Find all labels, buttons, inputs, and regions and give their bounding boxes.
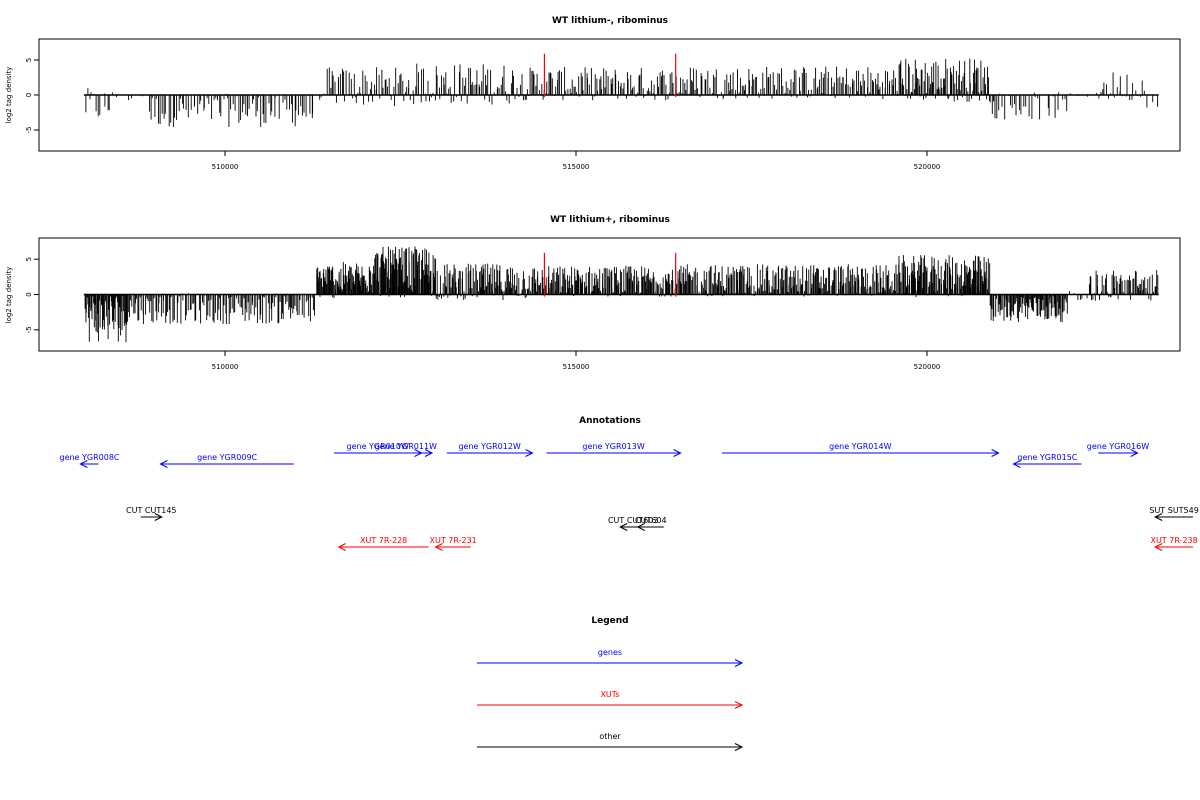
y-tick-label: 5	[25, 257, 33, 261]
track-lithium-plus: WT lithium+, ribominus log2 tag density …	[5, 215, 1181, 371]
annotation-label: gene YGR016W	[1087, 442, 1149, 451]
position-markers	[543, 252, 677, 297]
annotation-label: gene YGR013W	[582, 442, 644, 451]
annotation-arrow: gene YGR009C	[159, 453, 294, 468]
legend-label: genes	[598, 648, 622, 657]
x-tick-label: 520000	[914, 163, 941, 171]
annotation-arrow: gene YGR015C	[1012, 453, 1082, 468]
annotation-arrow: gene YGR016W	[1087, 442, 1149, 457]
signal-bars	[83, 58, 1159, 127]
annotation-label: XUT 7R-228	[360, 536, 407, 545]
annotation-arrow: XUT 7R-231	[430, 536, 477, 551]
legend-label: XUTs	[600, 690, 619, 699]
annotation-label: gene YGR015C	[1017, 453, 1077, 462]
annotation-arrow: XUT 7R-228	[337, 536, 429, 551]
legend-panel: Legend genes XUTs other	[477, 616, 744, 751]
annotation-label: CUT CUT145	[126, 506, 176, 515]
annotation-arrow: gene YGR011W	[375, 442, 437, 457]
track-title: WT lithium+, ribominus	[550, 215, 670, 225]
y-axis-label: log2 tag density	[5, 267, 13, 324]
y-tick-label: -5	[25, 127, 33, 134]
annotation-arrow: gene YGR014W	[722, 442, 1000, 457]
x-tick-label: 510000	[212, 163, 239, 171]
annotation-arrow: XUT 7R-238	[1150, 536, 1198, 551]
legend-label: other	[599, 732, 621, 741]
y-tick-label: 0	[25, 292, 33, 296]
x-tick-label: 520000	[914, 363, 941, 371]
x-tick-label: 510000	[212, 363, 239, 371]
legend-item: XUTs	[477, 690, 744, 709]
x-tick-label: 515000	[563, 363, 590, 371]
annotation-label: CUT604	[635, 516, 667, 525]
annotation-label: XUT 7R-231	[430, 536, 477, 545]
legend-item: genes	[477, 648, 744, 667]
axes: -5 0 5 510000 515000 520000	[25, 58, 940, 171]
annotation-label: SUT SUT549	[1149, 506, 1198, 515]
annotation-label: gene YGR012W	[458, 442, 520, 451]
annotation-arrow: gene YGR012W	[446, 442, 534, 457]
annotation-arrow: gene YGR008C	[59, 453, 120, 468]
y-tick-label: 5	[25, 58, 33, 62]
legend-item: other	[477, 732, 744, 751]
legend-title: Legend	[591, 616, 628, 626]
legend-items: genes XUTs other	[477, 648, 744, 751]
x-tick-label: 515000	[563, 163, 590, 171]
annotation-label: gene YGR010W	[347, 442, 409, 451]
annotations-panel: Annotations gene YGR008C gene YGR009C gene…	[59, 416, 1199, 551]
annotation-arrow: CUT CUT145	[126, 506, 177, 521]
signal-bars	[83, 246, 1159, 343]
annotation-arrow: SUT SUT549	[1149, 506, 1199, 521]
y-tick-label: -5	[25, 326, 33, 333]
annotation-label: XUT 7R-238	[1150, 536, 1197, 545]
annotation-label: gene YGR014W	[829, 442, 891, 451]
annotations-title: Annotations	[579, 416, 641, 426]
position-markers	[543, 53, 677, 98]
track-title: WT lithium-, ribominus	[552, 16, 668, 26]
annotation-arrow: gene YGR013W	[546, 442, 682, 457]
y-tick-label: 0	[25, 93, 33, 97]
annotation-label: gene YGR011W	[375, 442, 437, 451]
y-axis-label: log2 tag density	[5, 67, 13, 124]
annotation-label: CUT CUT603	[608, 516, 658, 525]
annotation-label: gene YGR009C	[197, 453, 257, 462]
track-lithium-minus: WT lithium-, ribominus log2 tag density …	[5, 16, 1181, 171]
annotation-arrow: CUT604	[635, 516, 667, 531]
annotation-label: gene YGR008C	[59, 453, 119, 462]
axes: -5 0 5 510000 515000 520000	[25, 257, 940, 371]
